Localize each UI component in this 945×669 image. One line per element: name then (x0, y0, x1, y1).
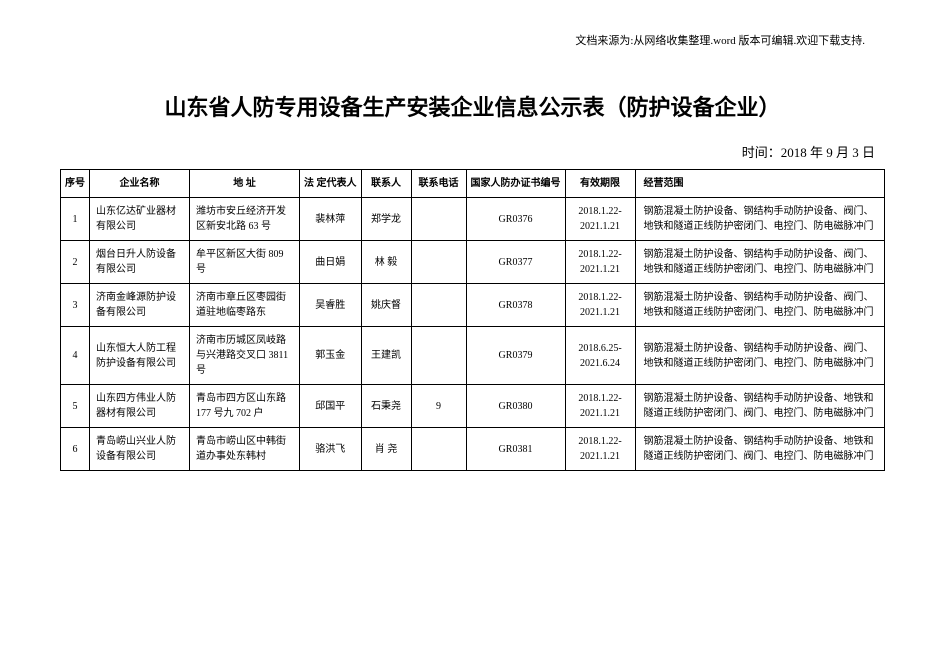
cell-contact: 石秉尧 (361, 385, 411, 428)
col-scope: 经营范围 (635, 170, 885, 198)
cell-scope: 钢筋混凝土防护设备、钢结构手动防护设备、阀门、地铁和隧道正线防护密闭门、电控门、… (635, 241, 885, 284)
cell-valid: 2018.6.25-2021.6.24 (565, 327, 635, 385)
cell-contact: 肖 尧 (361, 428, 411, 471)
cell-addr: 牟平区新区大街 809 号 (190, 241, 300, 284)
cell-cert: GR0378 (466, 284, 565, 327)
table-row: 4 山东恒大人防工程防护设备有限公司 济南市历城区凤岐路与兴港路交叉口 3811… (61, 327, 885, 385)
cell-phone (411, 284, 466, 327)
cell-contact: 王建凯 (361, 327, 411, 385)
table-row: 3 济南金峰源防护设备有限公司 济南市章丘区枣园街道驻地临枣路东 吴睿胜 姚庆督… (61, 284, 885, 327)
cell-name: 山东亿达矿业器材有限公司 (90, 198, 190, 241)
cell-phone (411, 428, 466, 471)
cell-contact: 郑学龙 (361, 198, 411, 241)
col-cert: 国家人防办证书编号 (466, 170, 565, 198)
cell-name: 济南金峰源防护设备有限公司 (90, 284, 190, 327)
cell-phone (411, 241, 466, 284)
table-row: 1 山东亿达矿业器材有限公司 潍坊市安丘经济开发区新安北路 63 号 裴林萍 郑… (61, 198, 885, 241)
col-phone: 联系电话 (411, 170, 466, 198)
cell-cert: GR0377 (466, 241, 565, 284)
cell-seq: 5 (61, 385, 90, 428)
col-contact: 联系人 (361, 170, 411, 198)
cell-scope: 钢筋混凝土防护设备、钢结构手动防护设备、阀门、地铁和隧道正线防护密闭门、电控门、… (635, 198, 885, 241)
page-title: 山东省人防专用设备生产安装企业信息公示表（防护设备企业） (60, 90, 885, 122)
col-name: 企业名称 (90, 170, 190, 198)
cell-valid: 2018.1.22-2021.1.21 (565, 385, 635, 428)
cell-phone (411, 198, 466, 241)
cell-rep: 裴林萍 (300, 198, 362, 241)
cell-cert: GR0379 (466, 327, 565, 385)
cell-cert: GR0380 (466, 385, 565, 428)
cell-seq: 4 (61, 327, 90, 385)
cell-seq: 3 (61, 284, 90, 327)
cell-valid: 2018.1.22-2021.1.21 (565, 241, 635, 284)
cell-rep: 邱国平 (300, 385, 362, 428)
cell-rep: 郭玉金 (300, 327, 362, 385)
cell-seq: 2 (61, 241, 90, 284)
cell-scope: 钢筋混凝土防护设备、钢结构手动防护设备、地铁和隧道正线防护密闭门、阀门、电控门、… (635, 428, 885, 471)
col-rep: 法 定代表人 (300, 170, 362, 198)
company-table: 序号 企业名称 地 址 法 定代表人 联系人 联系电话 国家人防办证书编号 有效… (60, 169, 885, 471)
cell-phone: 9 (411, 385, 466, 428)
cell-addr: 青岛市四方区山东路177 号九 702 户 (190, 385, 300, 428)
cell-scope: 钢筋混凝土防护设备、钢结构手动防护设备、地铁和隧道正线防护密闭门、阀门、电控门、… (635, 385, 885, 428)
cell-scope: 钢筋混凝土防护设备、钢结构手动防护设备、阀门、地铁和隧道正线防护密闭门、电控门、… (635, 327, 885, 385)
table-row: 6 青岛崂山兴业人防设备有限公司 青岛市崂山区中韩街道办事处东韩村 骆洪飞 肖 … (61, 428, 885, 471)
cell-name: 山东四方伟业人防器材有限公司 (90, 385, 190, 428)
cell-addr: 济南市历城区凤岐路与兴港路交叉口 3811 号 (190, 327, 300, 385)
cell-contact: 姚庆督 (361, 284, 411, 327)
cell-cert: GR0376 (466, 198, 565, 241)
col-seq: 序号 (61, 170, 90, 198)
content-wrapper: 山东省人防专用设备生产安装企业信息公示表（防护设备企业） 时间：2018 年 9… (0, 0, 945, 471)
col-valid: 有效期限 (565, 170, 635, 198)
cell-name: 山东恒大人防工程防护设备有限公司 (90, 327, 190, 385)
cell-contact: 林 毅 (361, 241, 411, 284)
cell-valid: 2018.1.22-2021.1.21 (565, 284, 635, 327)
col-addr: 地 址 (190, 170, 300, 198)
cell-seq: 6 (61, 428, 90, 471)
cell-rep: 吴睿胜 (300, 284, 362, 327)
date-line: 时间：2018 年 9 月 3 日 (60, 142, 885, 161)
cell-addr: 潍坊市安丘经济开发区新安北路 63 号 (190, 198, 300, 241)
cell-addr: 济南市章丘区枣园街道驻地临枣路东 (190, 284, 300, 327)
table-header-row: 序号 企业名称 地 址 法 定代表人 联系人 联系电话 国家人防办证书编号 有效… (61, 170, 885, 198)
cell-seq: 1 (61, 198, 90, 241)
table-row: 2 烟台日升人防设备有限公司 牟平区新区大街 809 号 曲日娟 林 毅 GR0… (61, 241, 885, 284)
cell-phone (411, 327, 466, 385)
source-note: 文档来源为:从网络收集整理.word 版本可编辑.欢迎下载支持. (575, 32, 865, 48)
cell-rep: 骆洪飞 (300, 428, 362, 471)
table-row: 5 山东四方伟业人防器材有限公司 青岛市四方区山东路177 号九 702 户 邱… (61, 385, 885, 428)
cell-valid: 2018.1.22-2021.1.21 (565, 198, 635, 241)
cell-scope: 钢筋混凝土防护设备、钢结构手动防护设备、阀门、地铁和隧道正线防护密闭门、电控门、… (635, 284, 885, 327)
table-body: 1 山东亿达矿业器材有限公司 潍坊市安丘经济开发区新安北路 63 号 裴林萍 郑… (61, 198, 885, 471)
cell-name: 青岛崂山兴业人防设备有限公司 (90, 428, 190, 471)
cell-rep: 曲日娟 (300, 241, 362, 284)
cell-cert: GR0381 (466, 428, 565, 471)
cell-addr: 青岛市崂山区中韩街道办事处东韩村 (190, 428, 300, 471)
cell-name: 烟台日升人防设备有限公司 (90, 241, 190, 284)
cell-valid: 2018.1.22-2021.1.21 (565, 428, 635, 471)
